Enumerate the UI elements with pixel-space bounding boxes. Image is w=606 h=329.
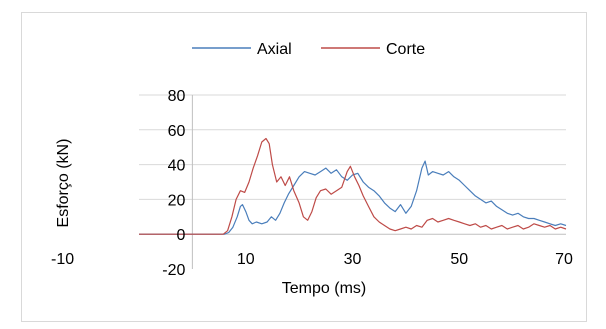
x-tick-label-70: 70 [555,251,573,268]
y-tick-label-0: 0 [176,227,185,244]
series-lines [139,137,567,235]
x-tick-label-50: 50 [450,251,468,268]
y-axis-title: Esforço (kN) [55,139,72,228]
line-chart: -20 0 20 40 60 80 -10 10 30 50 70 Axial Corte Temp… [51,41,573,297]
series-line-corte [139,137,567,235]
y-tick-label-40: 40 [168,158,186,175]
legend: Axial Corte [192,41,425,58]
legend-label-axial: Axial [257,41,292,58]
gridlines [139,94,566,200]
y-tick-label-80: 80 [168,88,186,105]
y-tick-label-20: 20 [168,192,186,209]
y-tick-label--20: -20 [162,262,185,279]
x-tick-label-30: 30 [344,251,362,268]
chart-frame: -20 0 20 40 60 80 -10 10 30 50 70 Axial Corte Temp… [21,12,587,322]
legend-label-corte: Corte [386,41,425,58]
y-tick-label-60: 60 [168,123,186,140]
x-tick-label--10: -10 [51,251,74,268]
x-axis-title: Tempo (ms) [282,280,366,297]
tick-labels: -20 0 20 40 60 80 -10 10 30 50 70 [51,88,573,279]
series-line-axial [139,160,567,235]
x-tick-label-10: 10 [237,251,255,268]
axes [139,95,566,269]
